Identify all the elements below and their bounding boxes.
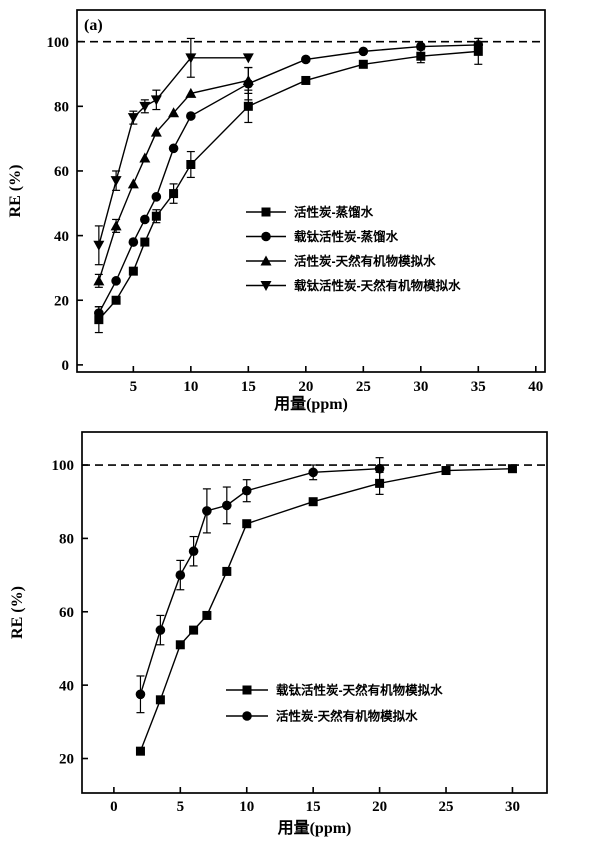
x-axis: 5 10 15 20 25 30 35 40	[130, 366, 543, 395]
legend: 活性炭-蒸馏水载钛活性炭-蒸馏水活性炭-天然有机物模拟水载钛活性炭-天然有机物模…	[246, 205, 461, 293]
legend-label: 活性炭-天然有机物模拟水	[294, 254, 436, 269]
x-tick-label: 25	[356, 379, 371, 395]
x-axis: 0 5 10 15 20 25 30	[110, 787, 520, 815]
y-tick-label: 60	[54, 164, 69, 180]
chart-top: 5 10 15 20 25 30 35 40 0 20 40 60 80 100 用量(ppm) RE (%)…	[7, 9, 546, 413]
series-triangle-up	[93, 66, 254, 288]
series-circle	[135, 457, 385, 714]
legend-label: 载钛活性炭-蒸馏水	[294, 229, 399, 244]
y-tick-label: 0	[62, 358, 70, 374]
legend-label: 载钛活性炭-天然有机物模拟水	[276, 683, 443, 698]
x-tick-label: 15	[306, 799, 321, 815]
y-tick-label: 60	[59, 605, 74, 621]
panel-label: (a)	[84, 17, 103, 34]
x-tick-label: 35	[471, 379, 486, 395]
series-triangle-down	[93, 37, 254, 266]
y-tick-label: 20	[54, 293, 69, 309]
x-tick-label: 10	[239, 799, 254, 815]
series-line	[98, 44, 479, 314]
plot-frame	[76, 9, 546, 373]
y-tick-label: 20	[59, 752, 74, 768]
series-circle	[94, 37, 484, 321]
x-tick-label: 20	[372, 799, 387, 815]
x-tick-label: 40	[528, 379, 543, 395]
x-tick-label: 15	[241, 379, 256, 395]
plot-frame	[81, 431, 548, 794]
legend-label: 活性炭-天然有机物模拟水	[276, 709, 418, 724]
y-tick-label: 100	[47, 35, 70, 51]
y-tick-label: 80	[59, 532, 74, 548]
x-tick-label: 20	[298, 379, 313, 395]
x-axis-title: 用量(ppm)	[278, 819, 352, 837]
y-tick-label: 40	[59, 678, 74, 694]
y-tick-label: 100	[52, 458, 75, 474]
x-axis-title: 用量(ppm)	[274, 395, 348, 413]
x-tick-label: 0	[110, 799, 118, 815]
x-tick-label: 5	[130, 379, 138, 395]
x-tick-label: 5	[177, 799, 185, 815]
x-tick-label: 30	[413, 379, 428, 395]
series-line	[98, 50, 479, 321]
legend-label: 载钛活性炭-天然有机物模拟水	[294, 278, 461, 293]
x-tick-label: 30	[505, 799, 520, 815]
chart-bottom: 0 5 10 15 20 25 30 20 40 60 80 100 用量(ppm) RE (%) 载钛活性…	[9, 431, 548, 837]
series-line	[139, 467, 380, 695]
y-axis: 20 40 60 80 100	[52, 458, 88, 768]
x-tick-label: 25	[439, 799, 454, 815]
x-tick-label: 10	[183, 379, 198, 395]
y-axis: 0 20 40 60 80 100	[47, 35, 83, 374]
y-axis-title: RE (%)	[9, 586, 26, 639]
y-tick-label: 40	[54, 229, 69, 245]
legend-label: 活性炭-蒸馏水	[294, 205, 374, 220]
y-tick-label: 80	[54, 100, 69, 116]
y-axis-title: RE (%)	[7, 165, 24, 218]
